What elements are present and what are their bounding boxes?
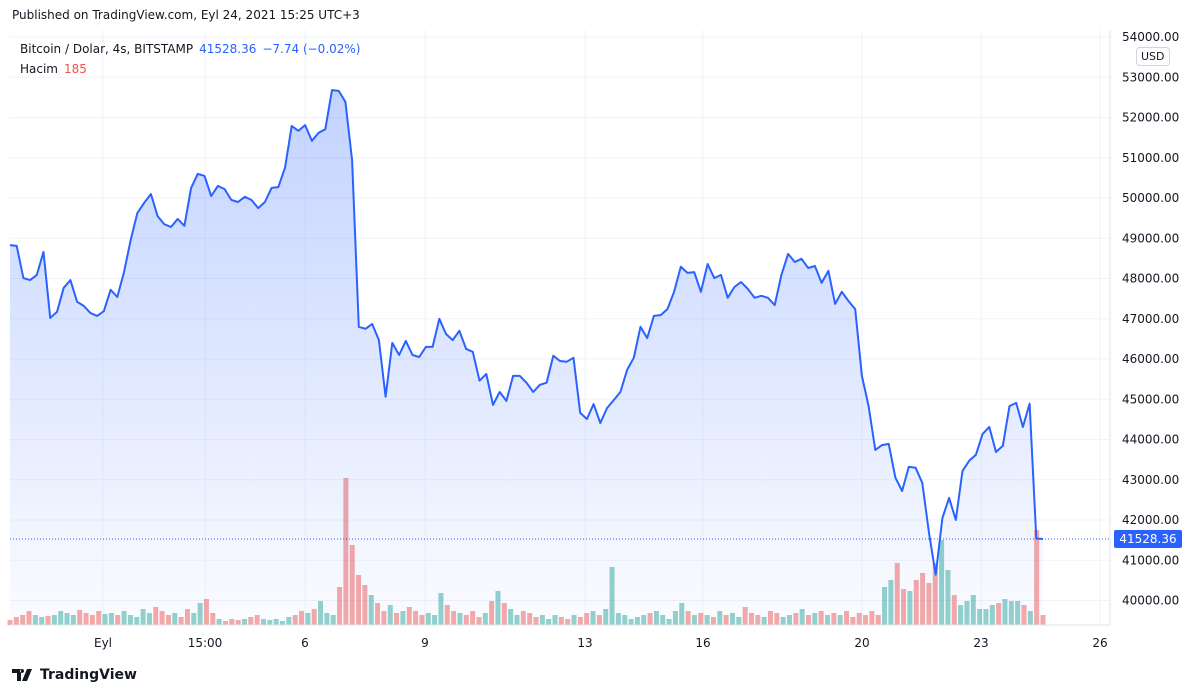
time-tick: Eyl [94,636,112,650]
price-area [10,90,1043,626]
price-change: −7.74 (−0.02%) [262,42,361,56]
chart-legend: Bitcoin / Dolar, 4s, BITSTAMP 41528.36 −7.… [20,39,361,79]
published-caption: Published on TradingView.com, Eyl 24, 20… [12,8,360,22]
symbol-name: Bitcoin / Dolar, 4s, BITSTAMP [20,42,194,56]
volume-value: 185 [64,62,87,76]
time-tick: 26 [1092,636,1107,650]
price-tick: 50000.00 [1122,191,1179,205]
last-price-value: 41528.36 [199,42,257,56]
price-tick: 51000.00 [1122,151,1179,165]
price-tick: 46000.00 [1122,352,1179,366]
price-tick: 54000.00 [1122,30,1179,44]
time-axis: Eyl 15:00 6 9 13 16 20 23 26 [94,636,1108,650]
time-tick: 15:00 [188,636,223,650]
symbol-legend[interactable]: Bitcoin / Dolar, 4s, BITSTAMP 41528.36 −7.… [20,39,361,59]
price-axis: 54000.00 53000.00 52000.00 51000.00 50000.00… [1122,30,1179,608]
time-tick: 23 [973,636,988,650]
time-tick: 16 [695,636,710,650]
price-tick: 52000.00 [1122,111,1179,125]
logo-text: TradingView [40,667,137,683]
last-price-marker: 41528.36 [1114,529,1182,548]
price-tick: 48000.00 [1122,272,1179,286]
price-tick: 42000.00 [1122,513,1179,527]
price-tick: 53000.00 [1122,70,1179,84]
time-tick: 9 [421,636,429,650]
currency-button[interactable]: USD [1136,47,1170,66]
time-tick: 20 [854,636,869,650]
price-tick: 43000.00 [1122,473,1179,487]
price-tick: 47000.00 [1122,312,1179,326]
price-tick: 44000.00 [1122,433,1179,447]
tradingview-logo-icon [12,669,32,681]
volume-label: Hacim [20,62,58,76]
time-tick: 13 [577,636,592,650]
tradingview-logo[interactable]: TradingView [12,667,137,683]
volume-legend[interactable]: Hacim 185 [20,59,361,79]
price-tick: 49000.00 [1122,231,1179,245]
price-line [9,89,1044,576]
time-tick: 6 [301,636,309,650]
price-tick: 41000.00 [1122,553,1179,567]
price-tick: 45000.00 [1122,392,1179,406]
price-tick: 40000.00 [1122,594,1179,608]
